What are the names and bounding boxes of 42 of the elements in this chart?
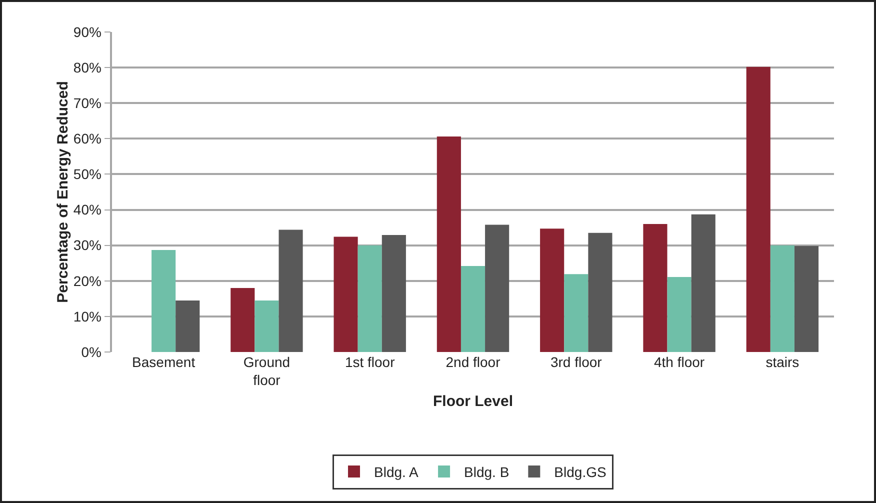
y-tick-label: 0%: [81, 344, 102, 360]
x-axis-title: Floor Level: [432, 393, 514, 410]
bar: [691, 214, 716, 352]
bar: [770, 245, 794, 352]
bar: [746, 66, 770, 352]
legend-label: Bldg. A: [374, 464, 420, 480]
bar: [334, 236, 358, 352]
x-tick-label: 4th floor: [654, 354, 705, 370]
y-tick-label: 70%: [73, 95, 102, 112]
x-tick-label: stairs: [766, 354, 800, 370]
y-tick-label: 60%: [73, 130, 102, 147]
y-tick-label: 10%: [73, 308, 102, 324]
x-tick-label: Ground floor: [243, 354, 290, 388]
bar: [176, 300, 200, 352]
legend-label: Bldg. B: [464, 464, 510, 480]
bar: [643, 224, 668, 352]
y-axis-title: Percentage of Energy Reduced: [54, 81, 72, 303]
bar: [794, 246, 819, 352]
x-tick-label: 1st floor: [344, 354, 396, 370]
bar: [152, 250, 176, 352]
bar: [460, 266, 486, 352]
bar: [667, 276, 692, 352]
bar: [382, 235, 406, 352]
bar: [230, 288, 255, 352]
bar: [436, 136, 461, 352]
y-tick-label: 20%: [73, 272, 102, 289]
y-tick-label: 80%: [73, 59, 102, 76]
y-tick-label: 90%: [73, 24, 102, 40]
y-tick-label: 50%: [73, 166, 102, 182]
bar: [254, 300, 279, 352]
bar: [588, 232, 612, 352]
y-tick-label: 30%: [73, 237, 102, 254]
bar: [540, 228, 564, 352]
x-tick-label: 2nd floor: [446, 354, 501, 370]
bar: [278, 230, 303, 352]
y-tick-label: 40%: [73, 202, 102, 218]
bar: [485, 224, 510, 352]
bar: [358, 245, 382, 352]
x-tick-label: Basement: [132, 354, 196, 370]
x-tick-label: 3rd floor: [550, 354, 602, 370]
legend-label: Bldg.GS: [554, 464, 606, 480]
bar: [564, 274, 588, 352]
